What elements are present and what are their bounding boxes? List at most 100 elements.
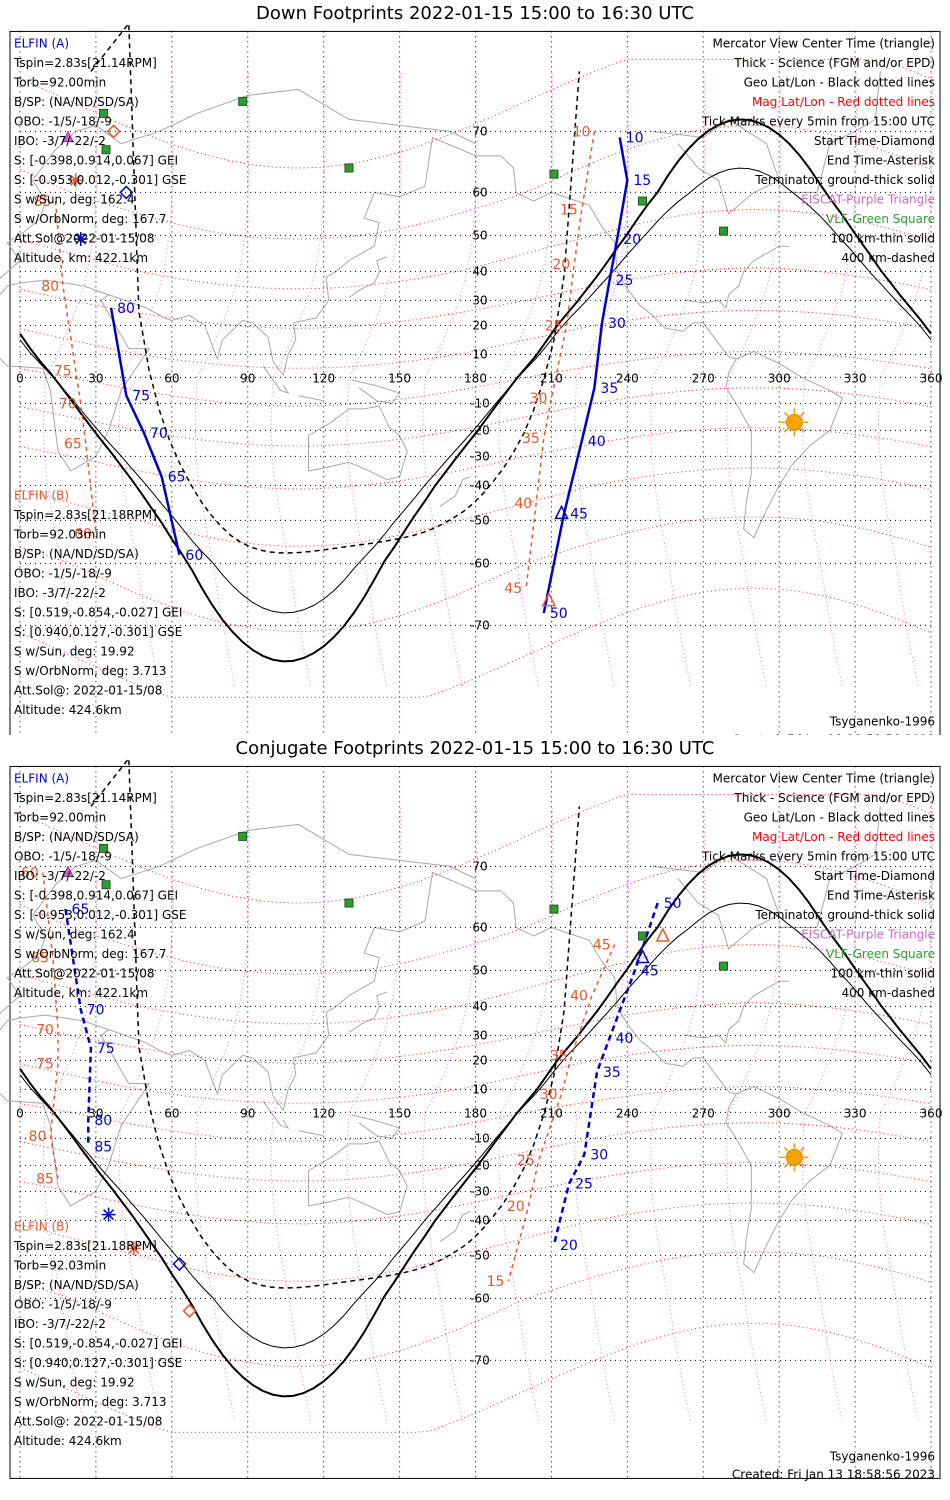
legend-entry: Geo Lat/Lon - Black dotted lines [744,75,935,89]
legend-entry: Mercator View Center Time (triangle) [713,36,935,50]
terminator-ground [19,853,932,1398]
elfin-a-mag-track-label: 35 [522,431,540,447]
elfin-a-track [542,137,629,614]
elfin-a-info-line: OBO: -1/5/-18/-9 [14,849,112,863]
elfin-a-track-time-label: 15 [633,173,651,189]
elfin-a-info-line: B/SP: (NA/ND/SD/SA) [14,95,139,109]
x-tick-label: 360 [920,1106,943,1120]
x-tick-label: 30 [88,371,103,385]
mag-meridian-8 [650,806,706,1421]
x-tick-label: 240 [616,1106,639,1120]
vlf-station-3 [344,163,354,173]
elfin-b-info-line: S: [0.519,-0.854,-0.027] GEI [14,1336,182,1350]
x-tick-label: 330 [844,1106,867,1120]
mag-meridian-0 [42,71,98,686]
map-group: 0 30 60 90 120 150 180 210 240 270 300 330 360 70 60 50… [0,756,942,1481]
vlf-station-3 [344,898,354,908]
elfin-a-center-triangle [635,948,650,964]
vlf-station-4 [549,169,559,179]
mag-meridian-3 [270,71,326,686]
legend-entry: Terminator: ground-thick solid [754,173,935,187]
elfin-a-info: ELFIN (A) Tspin=2.83s[21.14RPM] Torb=92.00… [13,771,187,1000]
x-tick-labels: 0 30 60 90 120 150 180 210 240 270 300 330 360 [16,1106,942,1120]
legend-entry: 100 km-thin solid [830,231,935,245]
elfin-a-track-time-label: 45 [570,506,588,522]
coastline-4 [308,1140,408,1216]
elfin-b-info-line: ELFIN (B) [14,1219,69,1233]
mag-meridian-5 [422,71,478,686]
elfin-a-mag-track-label: 15 [560,203,578,219]
mag-parallel-0 [19,1322,932,1433]
elfin-a-end-asterisk [73,232,88,247]
elfin-a-track-time-label: 45 [641,963,659,979]
x-tick-label: 180 [464,1106,487,1120]
elfin-a-info-line: S: [-0.953,0.012,-0.301] GSE [14,173,187,187]
elfin-b-info-line: S w/OrbNorm, deg: 3.713 [14,664,166,678]
coastline-2 [108,871,476,1112]
coastline-11 [262,365,290,394]
coastline-13 [351,1114,401,1139]
y-tick-label: 50 [472,228,487,242]
coastline-12 [298,1130,324,1137]
mag-meridian-9 [726,806,782,1421]
y-tick-label: 30 [472,1028,487,1042]
y-tick-label: -20 [470,423,490,437]
y-tick-label: 50 [472,963,487,977]
elfin-b-mag-track [54,200,97,534]
sun-icon [780,1143,809,1172]
x-tick-label: 0 [16,1106,24,1120]
elfin-b-mag-track-label: 60 [74,526,92,542]
x-tick-label: 270 [692,1106,715,1120]
elfin-b-mag-track-label: 85 [36,1171,54,1187]
conjugate-panel-title: Conjugate Footprints 2022-01-15 15:00 to… [235,738,715,759]
legend-entry: Geo Lat/Lon - Black dotted lines [744,810,935,824]
mag-meridian-7 [574,71,630,686]
elfin-a-info-line: IBO: -3/7/-22/-2 [14,134,106,148]
coastline-10 [725,350,844,539]
elfin-a-track-time-label: 20 [560,1238,578,1254]
y-tick-label: -10 [470,1131,490,1145]
down-panel-title: Down Footprints 2022-01-15 15:00 to 16:3… [256,3,694,24]
elfin-a-mag-center-triangle [541,591,557,607]
elfin-a-info-line: Torb=92.00min [13,810,106,824]
elfin-a-info-line: ELFIN (A) [14,771,69,785]
elfin-b-mag-track-label: 75 [54,364,72,380]
asterisk-stroke [103,1209,115,1221]
elfin-b-track-time-label: 75 [132,389,150,405]
elfin-a-info-line: Altitude, km: 422.1km [14,251,148,265]
geo-grid [19,31,932,735]
sun-ray [783,1163,789,1168]
legend-entry: EISCAT-Purple Triangle [801,927,935,941]
elfin-b-mag-track-label: 65 [64,436,82,452]
sun-ray [783,428,789,433]
elfin-a-track-time-label: 35 [600,381,618,397]
elfin-a-info-line: S: [-0.398,0.914,0.067] GEI [14,888,178,902]
elfin-a-info-line: Tspin=2.83s[21.14RPM] [13,56,157,70]
coastline-0 [0,88,476,279]
y-tick-label: 10 [472,347,487,361]
mag-meridian-5 [422,806,478,1421]
mag-meridian-8 [650,71,706,686]
mag-meridian-1 [118,806,174,1421]
x-tick-label: 120 [312,371,335,385]
legend-entry: 100 km-thin solid [830,966,935,980]
sun-ray [783,1146,789,1152]
elfin-b-track [109,307,181,556]
mag-meridians [42,806,933,1421]
elfin-b-mag-track-label: 75 [36,1056,54,1072]
coastline-12 [298,395,324,402]
elfin-b-info-line: Torb=92.03min [13,1258,106,1272]
x-tick-label: 150 [388,371,411,385]
sun-ray [800,428,805,433]
sun-disk [785,413,803,431]
coastline-10 [725,1085,844,1274]
elfin-b-info-line: Altitude: 424.6km [14,1434,122,1448]
eiscat-station-0 [62,865,74,878]
vlf-station-1 [99,108,109,118]
legend-entry: Mag Lat/Lon - Red dotted lines [752,830,935,844]
elfin-a-info-line: ELFIN (A) [14,36,69,50]
mag-parallel-4 [19,1122,932,1182]
elfin-a-info-line: Att.Sol@2022-01-15/08 [14,231,155,245]
legend-entry: 400 km-dashed [841,986,935,1000]
x-tick-label: 0 [16,371,24,385]
